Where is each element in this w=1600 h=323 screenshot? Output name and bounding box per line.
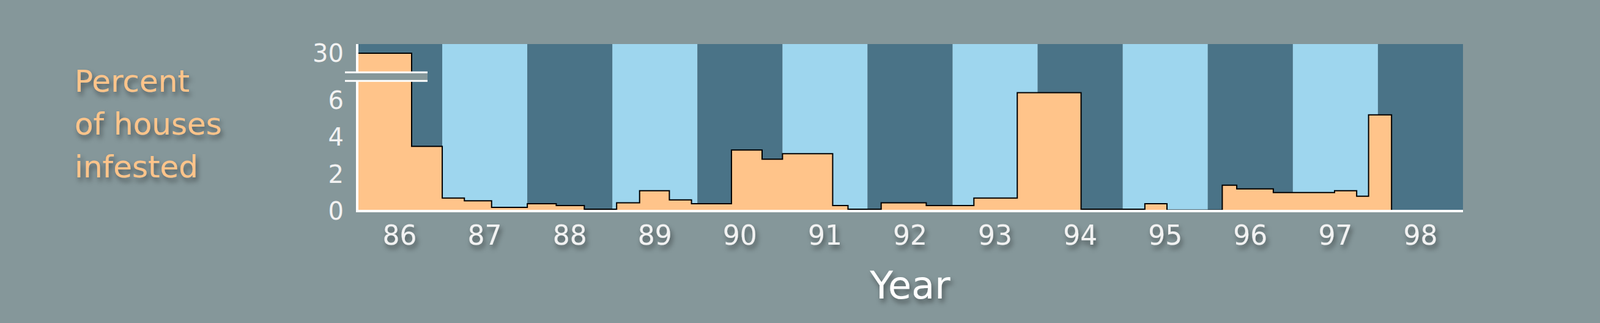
x-tick-label: 98 <box>1403 219 1438 251</box>
year-band <box>867 44 953 212</box>
background <box>0 0 1600 323</box>
axis-break <box>344 71 428 74</box>
x-tick-label: 96 <box>1233 219 1268 251</box>
x-tick-label: 87 <box>467 219 503 251</box>
year-band <box>1122 44 1208 212</box>
year-band <box>527 44 613 212</box>
stripes <box>357 44 1463 212</box>
year-band <box>1292 44 1378 212</box>
axis-break <box>344 80 428 82</box>
y-axis <box>355 44 359 213</box>
x-tick-label: 88 <box>552 219 588 251</box>
infestation-area <box>357 53 1392 212</box>
y-axis-label-line: of houses <box>74 106 223 142</box>
y-axis-label-line: Percent <box>74 63 190 100</box>
y-tick-label: 4 <box>328 122 344 152</box>
year-band <box>1207 44 1293 212</box>
y-tick-label: 0 <box>328 196 344 226</box>
chart: 0 2 4 6 30 86 87 88 89 90 91 92 93 94 95 96 97 98 Year Perc… <box>0 0 1600 323</box>
y-tick-label: 2 <box>328 160 344 189</box>
y-axis-label-line: infested <box>74 149 199 185</box>
x-tick-label: 91 <box>807 219 843 251</box>
x-tick-label: 94 <box>1062 219 1098 251</box>
year-band <box>442 44 528 212</box>
x-tick-label: 95 <box>1148 219 1183 251</box>
x-axis-label: Year <box>869 262 951 308</box>
x-tick-label: 90 <box>722 219 758 251</box>
year-band <box>612 44 698 212</box>
x-tick-label: 93 <box>977 219 1013 251</box>
x-tick-label: 86 <box>382 219 418 251</box>
x-tick-label: 97 <box>1318 219 1353 251</box>
y-tick-label: 30 <box>312 39 344 68</box>
x-tick-label: 89 <box>637 219 673 251</box>
x-tick-label: 92 <box>892 219 928 251</box>
plot-area <box>357 53 1392 212</box>
x-axis <box>357 209 1463 213</box>
axis-break <box>344 72 428 81</box>
y-tick-label: 6 <box>328 86 344 115</box>
y-axis-label: Percent of houses infested <box>74 63 223 185</box>
